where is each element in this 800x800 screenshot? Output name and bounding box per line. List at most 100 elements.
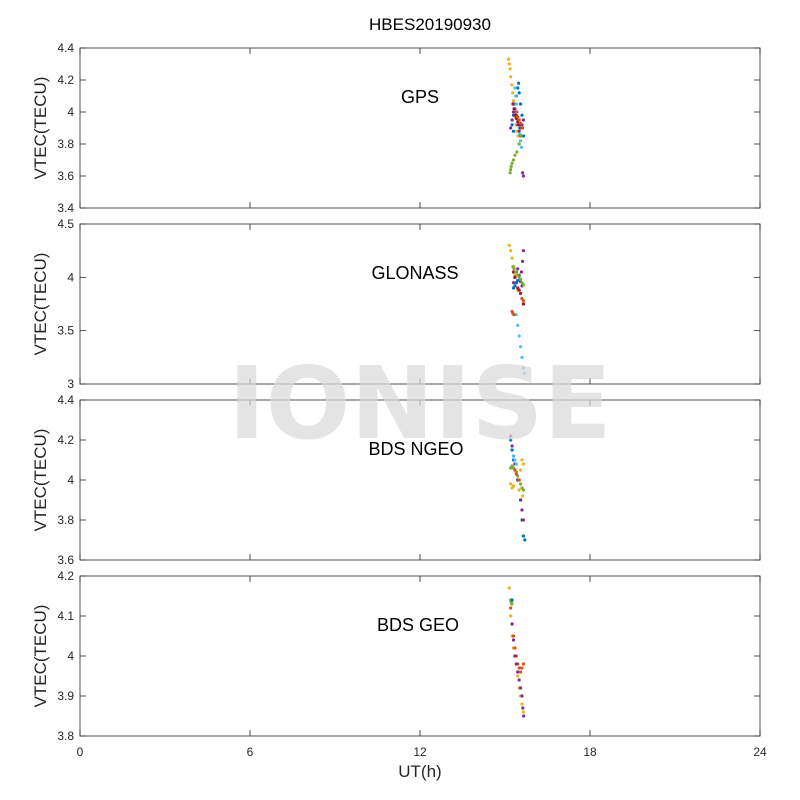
data-point <box>520 494 525 498</box>
data-point <box>509 614 513 618</box>
x-tick-label: 12 <box>413 745 427 759</box>
x-tick-label: 6 <box>247 745 254 759</box>
data-point <box>513 113 517 117</box>
data-point <box>511 110 516 114</box>
data-point <box>516 674 520 678</box>
data-point <box>519 145 524 149</box>
data-point <box>517 288 521 292</box>
data-point <box>518 121 523 125</box>
data-point <box>512 107 516 111</box>
data-point <box>513 646 517 650</box>
series-6 <box>511 278 520 290</box>
data-point <box>518 291 523 295</box>
data-point <box>516 278 520 283</box>
data-point <box>517 118 521 122</box>
series-4 <box>508 134 523 175</box>
data-point <box>510 448 514 452</box>
data-point <box>514 110 518 114</box>
panel-label: GPS <box>401 87 439 107</box>
data-point <box>520 171 525 175</box>
y-tick-label: 4 <box>67 473 74 487</box>
data-point <box>509 434 513 438</box>
data-point <box>521 710 526 714</box>
data-point <box>509 126 513 130</box>
data-point <box>509 164 513 168</box>
data-point <box>507 243 511 247</box>
data-point <box>520 694 524 698</box>
panel-label: BDS GEO <box>377 615 459 635</box>
data-point <box>510 161 514 165</box>
panel-gps: 3.4 3.6 3.8 4 4.2 4.4 VTEC(TECU) GPS <box>31 41 761 215</box>
data-point <box>523 538 527 542</box>
data-point <box>518 686 523 690</box>
data-point <box>521 518 526 522</box>
data-point <box>521 134 526 138</box>
data-point <box>522 371 526 375</box>
data-point <box>515 150 519 154</box>
data-point <box>521 283 526 287</box>
y-tick-label: 3.8 <box>57 137 74 151</box>
data-point <box>518 277 523 282</box>
data-point <box>516 323 520 327</box>
series-0 <box>514 313 526 375</box>
watermark: IONISE <box>228 345 611 462</box>
panel-bds-ngeo: 3.6 3.8 4 4.2 4.4 VTEC(TECU) BDS NGEO <box>31 393 761 567</box>
data-point <box>517 142 521 146</box>
series-5 <box>511 265 526 287</box>
panel-bds-geo: 3.8 3.9 4 4.1 4.2 VTEC(TECU) BDS GEO <box>31 569 761 743</box>
data-point <box>513 153 517 157</box>
data-point <box>506 57 510 61</box>
data-point <box>516 267 520 271</box>
data-point <box>521 462 526 466</box>
data-point <box>521 488 526 492</box>
y-axis-label: VTEC(TECU) <box>31 429 50 532</box>
y-axis-label: VTEC(TECU) <box>31 253 50 356</box>
y-tick-label: 4 <box>67 270 74 284</box>
data-point <box>518 670 523 674</box>
data-point <box>517 488 521 492</box>
x-tick-label: 18 <box>583 745 597 759</box>
data-point <box>513 275 517 279</box>
y-tick-label: 3.8 <box>57 729 74 743</box>
plot-area <box>79 47 761 209</box>
data-point <box>517 129 521 133</box>
series-4 <box>510 297 526 317</box>
data-point <box>520 113 524 117</box>
data-point <box>520 702 524 706</box>
data-point <box>513 86 517 90</box>
data-point <box>511 634 516 638</box>
data-point <box>510 83 514 87</box>
data-point <box>513 654 517 658</box>
data-point <box>522 714 526 718</box>
y-tick-label: 4 <box>67 105 74 119</box>
data-point <box>508 67 512 71</box>
y-tick-label: 4.4 <box>57 393 74 407</box>
data-point <box>509 168 513 172</box>
data-point <box>518 102 523 106</box>
data-point <box>511 158 516 162</box>
data-point <box>512 313 516 317</box>
data-points <box>506 57 526 178</box>
data-point <box>507 62 511 66</box>
data-point <box>513 284 517 288</box>
data-point <box>518 139 523 143</box>
data-point <box>520 259 525 263</box>
data-point <box>514 102 518 106</box>
chart-title: HBES20190930 <box>369 15 491 34</box>
data-point <box>516 86 520 90</box>
data-point <box>520 508 524 512</box>
data-point <box>511 484 516 488</box>
plot-area <box>79 223 761 385</box>
data-point <box>519 270 524 274</box>
x-tick-label: 24 <box>753 745 767 759</box>
data-point <box>518 482 523 486</box>
data-point <box>517 478 521 482</box>
data-point <box>514 270 518 274</box>
panel-label: BDS NGEO <box>368 439 463 459</box>
data-point <box>509 75 513 79</box>
data-point <box>513 458 517 462</box>
x-axis-label: UT(h) <box>398 762 441 781</box>
y-tick-label: 3.9 <box>57 689 74 703</box>
y-axis-label: VTEC(TECU) <box>31 77 50 180</box>
